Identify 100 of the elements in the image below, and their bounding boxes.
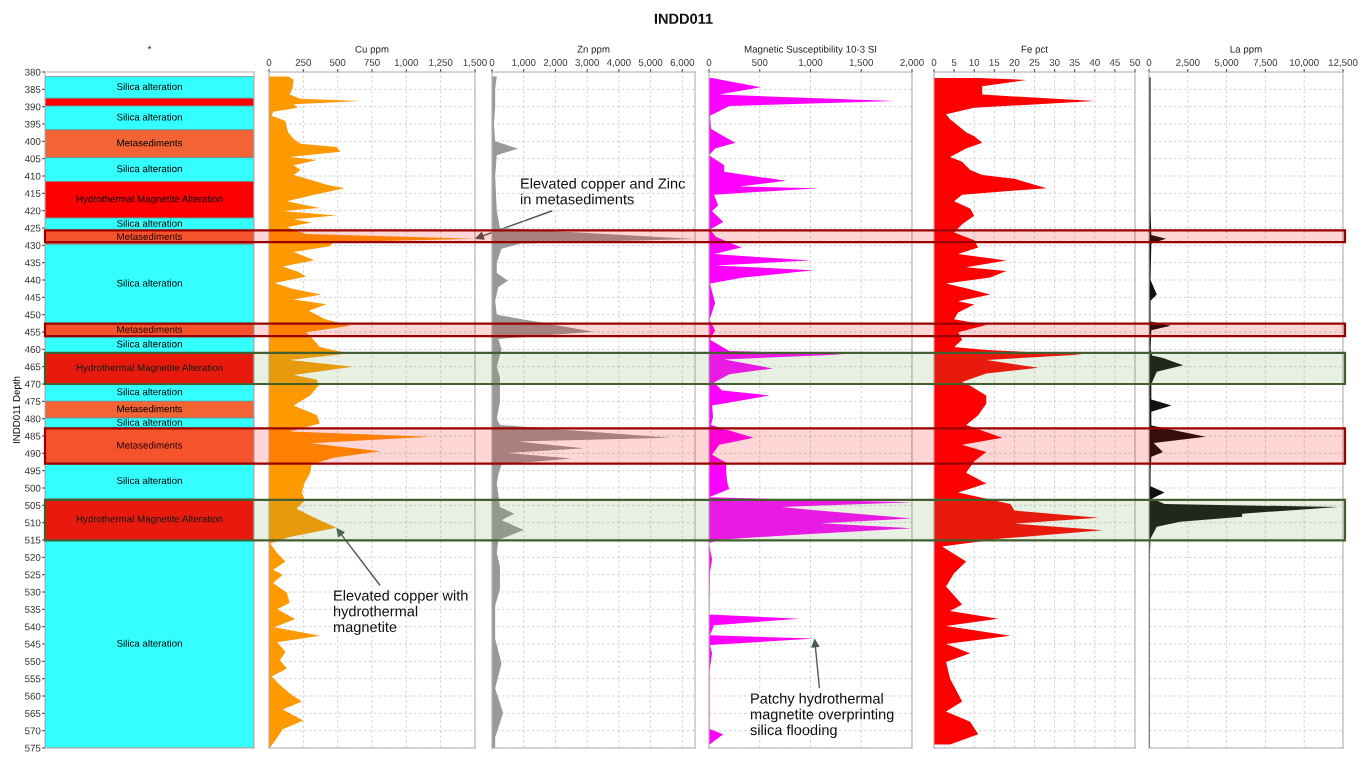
x-tick-label: 0 — [1146, 59, 1152, 66]
x-tick-label: 2,000 — [543, 59, 568, 68]
y-tick-label: 495 — [24, 467, 41, 475]
series-label: Hydrothermal Magnetite Alteration — [76, 363, 223, 373]
x-tick-label: 250 — [295, 59, 312, 66]
series-label: Metasediments — [117, 441, 183, 449]
y-tick-label: 570 — [25, 727, 41, 735]
x-tick-label: 2,500 — [1176, 59, 1200, 68]
series-label: Silica alteration — [116, 279, 182, 287]
chart-title: Fe pct — [1021, 45, 1048, 55]
x-tick-label: 20 — [1009, 59, 1020, 66]
x-tick-label: 40 — [1089, 59, 1100, 66]
y-tick-label: 440 — [24, 276, 41, 284]
y-tick-label: 465 — [24, 363, 41, 371]
x-tick-label: 0 — [931, 59, 937, 66]
y-tick-label: 475 — [24, 398, 41, 405]
chart-title: Zn ppm — [577, 45, 610, 55]
x-tick-label: 30 — [1049, 59, 1060, 66]
y-tick-label: 435 — [24, 259, 41, 267]
x-tick-label: 0 — [266, 59, 272, 66]
y-tick-label: 445 — [24, 294, 41, 301]
x-tick-label: 1,250 — [429, 59, 453, 68]
series-label: Silica alteration — [116, 113, 182, 121]
x-tick-label: 25 — [1029, 59, 1040, 66]
y-tick-label: 425 — [24, 224, 41, 232]
y-tick-label: 390 — [24, 103, 41, 111]
y-tick-label: 550 — [25, 658, 41, 665]
series-label: Metasediments — [117, 232, 183, 240]
chart-title: Magnetic Susceptibility 10-3 SI — [744, 45, 877, 55]
series-label: Silica alteration — [116, 340, 182, 348]
series-label: Hydrothermal Magnetite Alteration — [76, 195, 223, 205]
x-tick-label: 750 — [364, 59, 380, 66]
x-tick-label: 10 — [969, 59, 980, 66]
y-tick-label: 535 — [25, 606, 41, 613]
x-tick-label: 0 — [706, 59, 712, 66]
series-label: Hydrothermal Magnetite Alteration — [76, 515, 223, 525]
y-tick-label: 450 — [24, 311, 41, 319]
series-label: Silica alteration — [116, 165, 182, 173]
y-tick-label: 405 — [24, 155, 41, 163]
y-tick-label: 485 — [24, 432, 41, 440]
series-label: Metasediments — [117, 325, 183, 333]
series-label: Silica alteration — [116, 418, 182, 426]
x-tick-label: 5,000 — [1214, 59, 1239, 68]
y-tick-label: 530 — [25, 588, 41, 596]
chart-title: * — [147, 45, 152, 50]
y-tick-label: 490 — [24, 450, 41, 457]
x-tick-label: 1,500 — [463, 59, 487, 68]
y-tick-label: 510 — [25, 519, 41, 527]
x-tick-label: 500 — [329, 59, 346, 66]
y-tick-label: 470 — [24, 380, 41, 388]
y-tick-label: 400 — [24, 138, 41, 145]
series-label: Silica alteration — [116, 82, 182, 91]
x-tick-label: 0 — [489, 59, 495, 66]
y-tick-label: 525 — [25, 571, 41, 579]
x-tick-label: 1,000 — [394, 59, 419, 68]
y-tick-label: 415 — [24, 190, 41, 197]
series-label: Silica alteration — [116, 639, 182, 647]
y-tick-label: 480 — [24, 415, 41, 423]
y-tick-label: 385 — [24, 86, 41, 93]
series-label: Silica alteration — [116, 388, 182, 396]
series-label: Silica alteration — [116, 476, 182, 485]
x-tick-label: 50 — [1129, 59, 1141, 66]
series-label: Metasediments — [117, 405, 183, 413]
y-tick-label: 560 — [25, 692, 41, 700]
x-tick-label: 5 — [951, 59, 957, 66]
y-tick-label: 420 — [24, 207, 41, 215]
x-tick-label: 2,000 — [900, 59, 924, 68]
series-label: Metasediments — [117, 139, 183, 147]
x-tick-label: 4,000 — [606, 59, 631, 68]
y-tick-label: 395 — [24, 120, 41, 128]
y-tick-label: 430 — [24, 242, 41, 249]
chart-title: Cu ppm — [355, 45, 389, 55]
y-tick-label: 575 — [25, 744, 41, 752]
series-label: Silica alteration — [116, 219, 182, 227]
x-tick-label: 1,000 — [799, 59, 823, 68]
x-tick-label: 500 — [752, 59, 768, 66]
x-tick-label: 35 — [1069, 59, 1080, 66]
x-tick-label: 10,000 — [1290, 59, 1319, 68]
annotation: Elevated copper and Zinc in metasediments — [520, 178, 685, 205]
text: INDD011 — [654, 13, 713, 24]
x-tick-label: 1,500 — [849, 59, 874, 68]
annotation: Patchy hydrothermal magnetite overprinting silica flooding — [750, 693, 894, 739]
x-tick-label: 7,500 — [1253, 59, 1278, 68]
x-tick-label: 5,000 — [638, 59, 663, 68]
x-tick-label: 3,000 — [575, 59, 599, 68]
y-tick-label: 515 — [25, 536, 41, 544]
y-tick-label: 505 — [25, 502, 41, 509]
y-tick-label: 540 — [25, 623, 41, 631]
y-tick-label: 380 — [24, 68, 41, 76]
x-tick-label: 12,500 — [1328, 59, 1358, 68]
y-axis-title: INDD011 Depth — [12, 376, 22, 444]
x-tick-label: 6,000 — [670, 59, 695, 68]
y-tick-label: 500 — [25, 484, 41, 492]
x-tick-label: 15 — [989, 59, 1000, 66]
y-tick-label: 455 — [24, 328, 41, 336]
y-tick-label: 460 — [24, 346, 41, 353]
y-tick-label: 520 — [25, 554, 41, 561]
x-tick-label: 1,000 — [512, 59, 536, 68]
y-tick-label: 555 — [25, 675, 41, 683]
y-tick-label: 565 — [25, 710, 41, 717]
